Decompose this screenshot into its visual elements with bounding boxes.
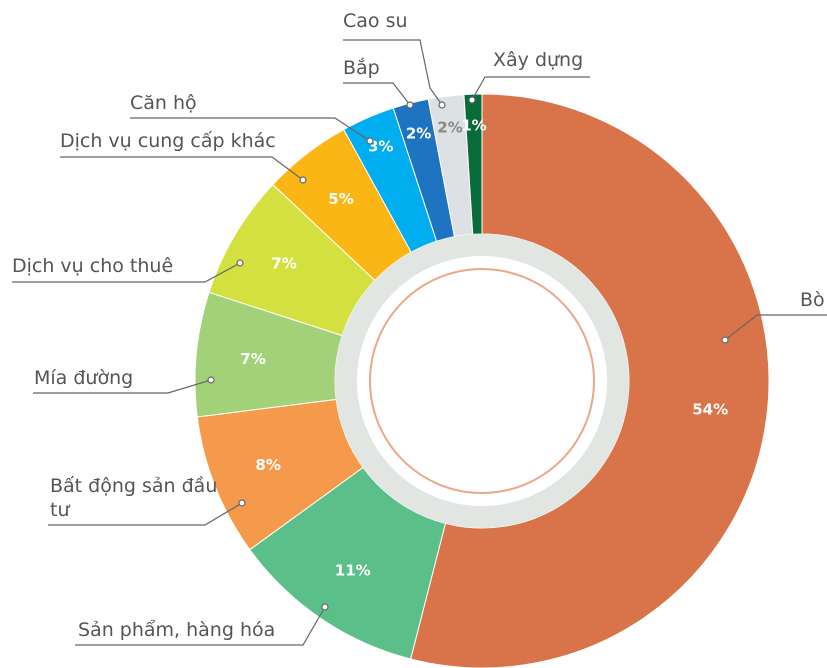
value-label: 54% [692,400,728,418]
leader-dot [366,137,374,145]
category-label: Dịch vụ cung cấp khác [60,130,276,152]
leader-dot [236,259,244,267]
category-label: Dịch vụ cho thuê [12,255,174,277]
leader-dot [238,499,246,507]
category-label: Sản phẩm, hàng hóa [78,619,276,641]
leader-dot [207,376,215,384]
leader-dot [321,603,329,611]
inner-ring [335,234,629,528]
value-label: 8% [255,456,280,474]
value-label: 7% [271,254,296,272]
leader-line [343,39,443,106]
leader-line [471,76,590,101]
leader-line [343,82,411,106]
category-label: Mía đường [34,367,134,389]
category-label: Cao su [343,10,408,32]
category-label: Căn hộ [130,92,197,114]
category-label: Bắp [343,57,380,79]
value-label: 2% [406,125,431,143]
leader-line [724,314,827,341]
leader-line [130,117,371,142]
leader-dot [438,101,446,109]
value-label: 11% [335,562,371,580]
leader-dot [299,176,307,184]
category-label: Bất động sản đầu tư [50,475,218,521]
leader-dot [468,96,476,104]
leader-line [33,379,212,394]
value-label: 3% [368,137,393,155]
leader-dot [721,336,729,344]
leader-line [60,156,304,181]
leader-line [12,262,241,283]
leader-line [48,502,243,526]
value-label: 5% [328,190,353,208]
category-label: Xây dựng [493,49,584,71]
inner-circle [369,268,595,494]
leader-line [75,606,326,646]
value-label: 2% [437,119,462,137]
value-label: 7% [240,350,265,368]
value-label: 1% [461,117,486,135]
category-label: Bò [800,289,825,311]
leader-dot [406,101,414,109]
